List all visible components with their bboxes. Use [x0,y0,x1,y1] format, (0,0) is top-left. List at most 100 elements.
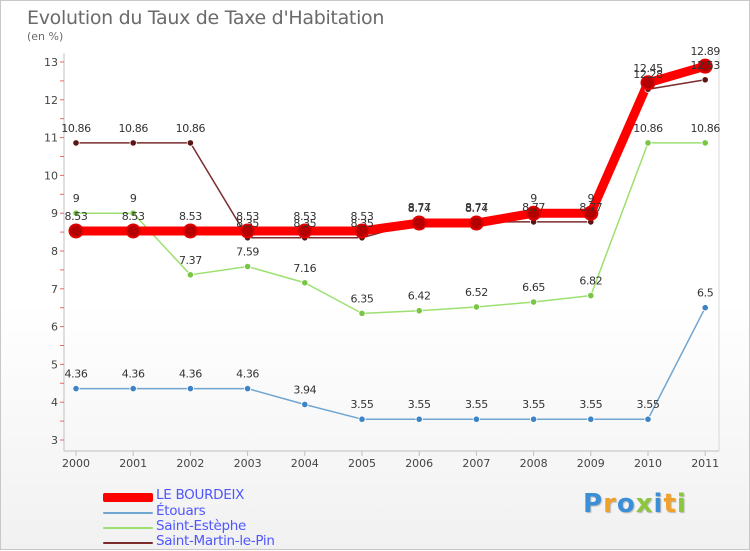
data-label-le-bourdeix: 9 [530,192,537,205]
y-tick-label: 13 [44,56,58,69]
data-label-le-bourdeix: 8.74 [408,202,431,215]
data-point-etouars [358,415,366,423]
data-point-saint-estephe [186,271,194,279]
legend-swatch [103,527,153,529]
data-point-le-bourdeix [297,223,313,239]
data-label-saint-martin-le-pin: 8.77 [522,201,545,214]
data-point-le-bourdeix [354,223,370,239]
x-tick-label: 2006 [405,457,433,470]
data-label-etouars: 3.94 [293,383,316,396]
y-tick-label: 8 [51,245,58,258]
chart-title: Evolution du Taux de Taxe d'Habitation [27,7,385,29]
data-point-etouars [72,384,80,393]
data-label-etouars: 3.55 [579,398,602,411]
data-label-saint-estephe: 6.42 [408,290,431,303]
data-label-etouars: 3.55 [351,398,374,411]
y-tick-label: 9 [51,207,58,220]
data-label-etouars: 3.55 [522,398,545,411]
series-line-saint-estephe [75,142,706,315]
data-label-saint-estephe: 6.65 [522,281,545,294]
x-tick-label: 2010 [634,457,662,470]
x-tick-label: 2003 [234,457,262,470]
data-point-le-bourdeix [526,205,542,221]
x-tick-label: 2008 [520,457,548,470]
data-point-le-bourdeix [68,223,84,239]
data-point-etouars [701,304,709,312]
data-point-le-bourdeix [182,223,198,239]
data-label-saint-estephe: 7.37 [179,254,202,267]
data-label-etouars: 4.36 [122,368,145,381]
data-label-le-bourdeix: 8.53 [351,210,374,223]
data-point-etouars [301,400,309,409]
x-tick-label: 2011 [691,457,719,470]
data-point-etouars [186,384,194,393]
x-tick-label: 2002 [176,457,204,470]
data-point-le-bourdeix [411,215,427,231]
data-label-saint-martin-le-pin: 12.28 [633,68,663,81]
data-label-saint-martin-le-pin: 8.35 [351,217,374,230]
data-label-saint-estephe: 10.86 [690,122,720,135]
x-tick-label: 2009 [577,457,605,470]
data-point-etouars [244,384,252,393]
data-point-saint-estephe [529,298,538,306]
chart-subtitle: (en %) [27,30,64,43]
data-point-le-bourdeix [583,205,599,221]
data-label-le-bourdeix: 12.89 [690,45,720,58]
data-point-saint-estephe [644,139,652,147]
x-tick-label: 2005 [348,457,376,470]
legend-swatch [103,542,153,544]
y-tick-label: 3 [51,434,58,447]
data-label-le-bourdeix: 8.53 [122,210,145,223]
data-point-etouars [529,415,538,423]
data-label-le-bourdeix: 8.74 [465,202,488,215]
data-label-saint-estephe: 6.52 [465,286,488,299]
y-tick-label: 11 [44,132,58,145]
legend-swatch [103,492,153,502]
data-label-etouars: 4.36 [236,368,259,381]
y-tick-label: 5 [51,358,58,371]
data-point-saint-estephe [244,262,252,271]
y-tick-label: 12 [44,94,58,107]
line-chart: 3 4 5 6 7 8 9 10 11 12 13 2000 2001 2002 2003 2004 2005 2… [44,45,721,470]
data-point-etouars [644,415,652,423]
data-label-saint-estephe: 10.86 [633,122,663,135]
data-point-le-bourdeix [697,58,713,74]
series-line-etouars [75,306,706,420]
data-point-etouars [587,415,595,423]
y-tick-label: 6 [51,321,58,334]
data-point-saint-estephe [301,279,309,287]
series-line-le-bourdeix [71,61,710,236]
data-label-etouars: 3.55 [408,398,431,411]
data-point-saint-estephe [358,309,366,317]
proxiti-logo: Proxiti [583,489,687,519]
y-tick-label: 7 [51,283,58,296]
x-tick-label: 2000 [62,457,90,470]
data-point-saint-martin-le-pin [701,76,709,84]
data-label-saint-martin-le-pin: 8.77 [408,201,431,214]
data-point-saint-estephe [72,209,80,217]
data-label-le-bourdeix: 12.45 [633,62,663,75]
legend-swatch [103,512,153,514]
legend-label: Saint-Estèphe [156,518,247,534]
data-label-le-bourdeix: 8.53 [179,210,202,223]
x-tick-label: 2004 [291,457,319,470]
y-tick-label: 4 [51,396,58,409]
x-tick-label: 2007 [462,457,490,470]
data-label-etouars: 6.5 [697,287,714,300]
data-point-etouars [415,415,423,423]
data-label-saint-martin-le-pin: 10.86 [176,122,206,135]
data-label-saint-martin-le-pin: 12.53 [690,59,720,72]
data-label-etouars: 4.36 [179,368,202,381]
data-point-saint-estephe [701,139,709,147]
data-point-le-bourdeix [468,215,484,231]
data-label-saint-martin-le-pin: 8.77 [579,201,602,214]
data-label-saint-martin-le-pin: 10.86 [61,122,91,135]
data-label-le-bourdeix: 9 [587,192,594,205]
data-label-saint-martin-le-pin: 8.35 [236,217,259,230]
data-point-le-bourdeix [125,223,141,239]
data-label-saint-estephe: 7.16 [293,262,316,275]
data-point-saint-martin-le-pin [72,139,80,147]
data-label-le-bourdeix: 8.53 [236,210,259,223]
data-label-saint-martin-le-pin: 8.77 [465,201,488,214]
